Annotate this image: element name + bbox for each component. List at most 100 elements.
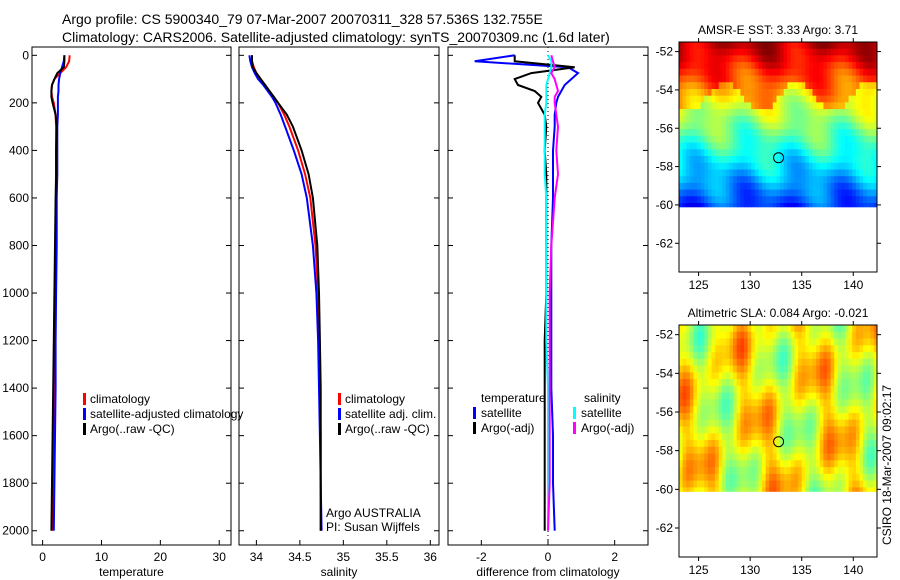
sla-map-cell	[736, 345, 741, 353]
sla-map-cell	[819, 379, 824, 387]
sst-map-cell	[801, 89, 806, 97]
sla-map-cell	[848, 325, 853, 333]
sla-map-cell	[744, 365, 749, 373]
sst-map-cell	[866, 169, 871, 177]
sla-map-cell	[704, 331, 709, 340]
sla-map-cell	[697, 325, 702, 333]
sla-map-cell	[679, 392, 684, 400]
sla-map-cell	[751, 338, 756, 346]
sst-map-cell	[834, 129, 839, 137]
sst-map-cell	[740, 149, 745, 157]
sst-map-cell	[812, 182, 817, 191]
sst-map-cell	[718, 135, 723, 144]
sla-map-cell	[830, 352, 835, 360]
sla-map-cell	[769, 379, 774, 387]
sla-map-cell	[751, 473, 756, 482]
sla-map-cell	[805, 358, 810, 367]
sst-map-cell	[740, 102, 745, 110]
sla-map-cell	[733, 358, 738, 367]
sst-map-cell	[787, 48, 792, 56]
sla-map-cell	[819, 446, 824, 455]
sla-map-cell	[736, 413, 741, 421]
sla-map-cell	[689, 352, 694, 360]
sst-map-cell	[765, 196, 770, 204]
sla-map-cell	[827, 473, 832, 482]
sla-map-cell	[718, 473, 723, 482]
sst-map-cell	[823, 135, 828, 144]
sst-map-cell	[689, 142, 694, 150]
sla-map-cell	[873, 358, 878, 367]
sst-map-cell	[697, 196, 702, 204]
sla-map-cell	[700, 453, 705, 461]
sla-map-cell	[827, 385, 832, 394]
sst-map-cell	[873, 48, 878, 56]
sst-map-cell	[816, 129, 821, 137]
plot-title-line-1: Argo profile: CS 5900340_79 07-Mar-2007 …	[62, 11, 543, 27]
sst-map-cell	[823, 176, 828, 184]
sst-map-cell	[870, 95, 875, 103]
sla-map-cell	[700, 473, 705, 482]
sla-map-cell	[700, 385, 705, 394]
sst-map-cell	[816, 82, 821, 90]
difference-series-argo-adj-	[513, 55, 575, 531]
sla-map-cell	[848, 419, 853, 427]
sst-map-cell	[837, 95, 842, 103]
sla-map-cell	[816, 379, 821, 387]
sla-map-cell	[812, 345, 817, 353]
sst-map-cell	[772, 109, 777, 117]
sla-map-cell	[873, 379, 878, 387]
sla-map-cell	[693, 372, 698, 380]
sla-map-cell	[697, 460, 702, 468]
sla-map-cell	[801, 392, 806, 400]
sla-map-cell	[736, 372, 741, 380]
sla-map-cell	[697, 345, 702, 353]
sla-map-cell	[751, 446, 756, 455]
sst-map-cell	[769, 89, 774, 97]
sst-map-cell	[808, 129, 813, 137]
sst-map-cell	[682, 129, 687, 137]
sst-map-cell	[729, 55, 734, 63]
sla-map-cell	[711, 385, 716, 394]
sst-map-cell	[870, 75, 875, 83]
sla-map-cell	[733, 419, 738, 427]
sla-map-cell	[751, 379, 756, 387]
sst-map-cell	[827, 89, 832, 97]
sst-map-cell	[693, 129, 698, 137]
sla-map-cell	[841, 372, 846, 380]
sst-map-cell	[722, 162, 727, 170]
sla-map-cell	[711, 473, 716, 482]
sla-map-cell	[848, 446, 853, 455]
sst-map-cell	[744, 115, 749, 123]
sst-map-cell	[693, 142, 698, 150]
sla-map-cell	[873, 399, 878, 407]
sla-map-cell	[845, 453, 850, 461]
sla-map-cell	[769, 460, 774, 468]
sst-map-cell	[754, 75, 759, 83]
sst-map-cell	[798, 176, 803, 184]
sst-map-cell	[848, 42, 853, 50]
sst-map-cell	[863, 75, 868, 83]
sla-map-cell	[682, 331, 687, 340]
sst-map-cell	[729, 115, 734, 123]
sst-map-cell	[787, 142, 792, 150]
sla-map-cell	[812, 331, 817, 340]
sla-map-cell	[870, 352, 875, 360]
sst-map-cell	[855, 169, 860, 177]
sst-map-cell	[697, 129, 702, 137]
sla-map-cell	[686, 392, 691, 400]
sla-map-cell	[686, 358, 691, 367]
sst-map-cell	[870, 142, 875, 150]
sst-map-cell	[794, 162, 799, 170]
sst-map-cell	[852, 82, 857, 90]
sla-map-cell	[801, 379, 806, 387]
sst-map-cell	[790, 115, 795, 123]
sst-map-cell	[787, 122, 792, 130]
sla-map-cell	[744, 440, 749, 448]
sla-map-cell	[801, 399, 806, 407]
sla-map-cell	[762, 358, 767, 367]
sla-map-cell	[834, 406, 839, 414]
sst-map-cell	[686, 162, 691, 170]
sla-map-cell	[776, 325, 781, 333]
sla-map-cell	[819, 399, 824, 407]
sla-map-cell	[718, 392, 723, 400]
